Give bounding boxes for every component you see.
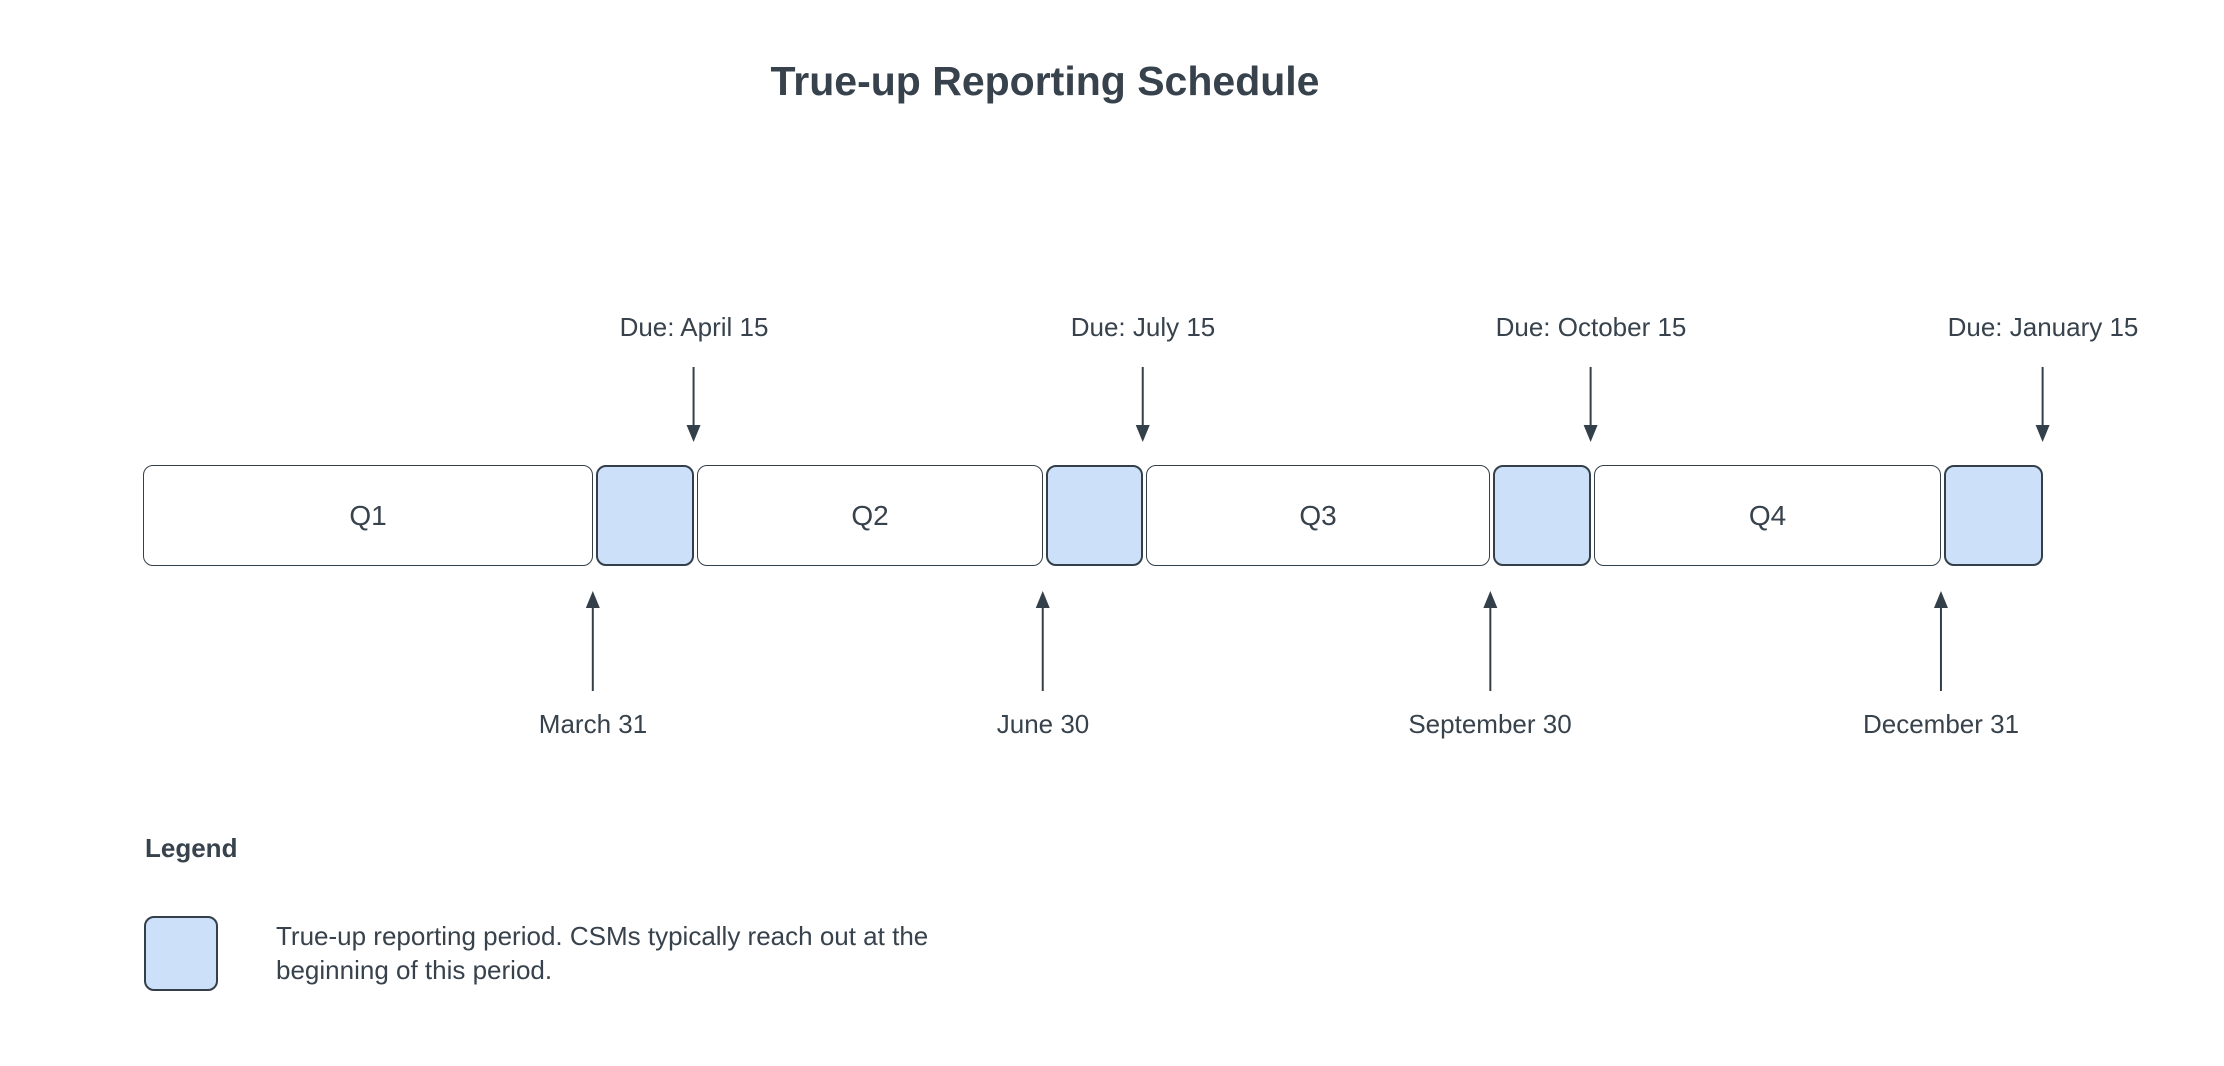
up-arrow-line — [1042, 608, 1044, 691]
due-date-label: Due: January 15 — [1947, 312, 2139, 342]
legend-swatch-trueup-icon — [144, 916, 218, 991]
down-arrow-line — [1142, 367, 1144, 425]
up-arrow-line — [591, 608, 594, 691]
due-marker-january: Due: January 15 — [1947, 312, 2139, 442]
down-arrow-icon — [2035, 425, 2050, 442]
down-arrow-icon — [1136, 425, 1150, 442]
quarter-end-marker-june: June 30 — [996, 591, 1090, 740]
diagram-title: True-up Reporting Schedule — [770, 58, 1320, 104]
quarter-end-marker-september: September 30 — [1408, 591, 1572, 740]
up-arrow-icon — [1933, 591, 1948, 608]
trueup-period-segment-4 — [1944, 465, 2043, 566]
quarter-segment-q3: Q3 — [1146, 465, 1490, 566]
quarter-end-marker-march: March 31 — [539, 591, 647, 740]
due-marker-october: Due: October 15 — [1495, 312, 1687, 442]
down-arrow-line — [2041, 367, 2044, 425]
down-arrow-icon — [1584, 425, 1598, 442]
quarter-segment-q1: Q1 — [143, 465, 593, 566]
quarter-end-marker-december: December 31 — [1863, 591, 2019, 740]
due-date-label: Due: October 15 — [1495, 312, 1687, 342]
quarter-segment-q4: Q4 — [1594, 465, 1941, 566]
up-arrow-line — [1939, 608, 1942, 691]
quarter-label: Q1 — [349, 499, 387, 531]
up-arrow-icon — [1036, 591, 1050, 608]
due-marker-april: Due: April 15 — [619, 312, 769, 442]
due-date-label: Due: April 15 — [619, 312, 769, 342]
legend-heading: Legend — [145, 833, 238, 863]
down-arrow-line — [1590, 367, 1592, 425]
quarter-label: Q2 — [851, 499, 889, 531]
quarter-end-label: June 30 — [996, 709, 1090, 739]
due-date-label: Due: July 15 — [1070, 312, 1216, 342]
legend-item-text: True-up reporting period. CSMs typically… — [276, 921, 929, 985]
quarter-label: Q4 — [1748, 499, 1787, 531]
down-arrow-line — [693, 367, 695, 425]
up-arrow-icon — [1482, 591, 1497, 608]
up-arrow-line — [1488, 608, 1491, 691]
quarter-end-label: March 31 — [538, 709, 648, 739]
quarter-end-label: December 31 — [1862, 709, 2020, 739]
trueup-period-segment-2 — [1046, 465, 1143, 566]
quarter-label: Q3 — [1299, 499, 1337, 531]
quarter-end-label: September 30 — [1408, 709, 1572, 739]
quarter-segment-q2: Q2 — [697, 465, 1043, 566]
trueup-period-segment-1 — [596, 465, 694, 566]
up-arrow-icon — [585, 591, 600, 608]
down-arrow-icon — [687, 425, 701, 442]
due-marker-july: Due: July 15 — [1070, 312, 1216, 442]
trueup-period-segment-3 — [1493, 465, 1591, 566]
